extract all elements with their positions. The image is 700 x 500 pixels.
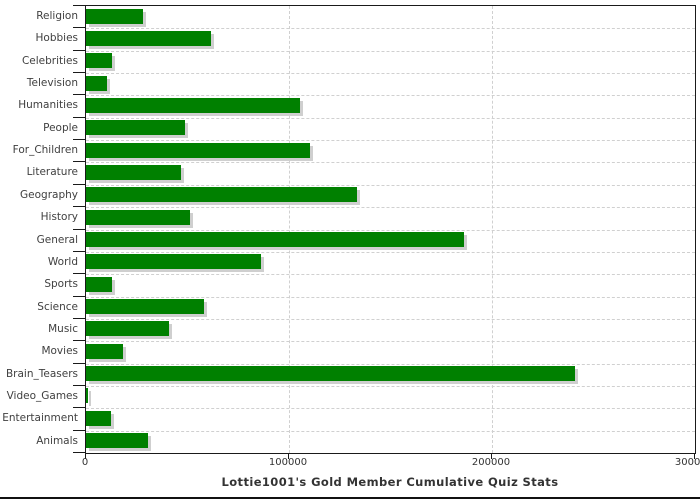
y-tick-mark (73, 273, 85, 275)
bar-music (86, 321, 170, 337)
horizontal-gridline (86, 28, 695, 30)
plot-inner (86, 6, 695, 453)
y-tick-mark (73, 317, 85, 319)
category-label: Humanities (18, 99, 78, 112)
category-label: Celebrities (21, 54, 78, 67)
y-tick-mark (73, 452, 85, 453)
y-tick-mark (73, 27, 85, 29)
horizontal-gridline (86, 341, 695, 343)
category-label: Geography (20, 188, 78, 201)
horizontal-gridline (86, 274, 695, 276)
y-tick-mark (73, 384, 85, 386)
horizontal-gridline (86, 385, 695, 387)
horizontal-gridline (86, 50, 695, 52)
category-label: World (47, 255, 78, 268)
y-tick-mark (73, 72, 85, 74)
horizontal-gridline (86, 229, 695, 231)
category-label: History (40, 211, 78, 224)
y-tick-mark (73, 161, 85, 163)
category-label: General (36, 233, 78, 246)
y-tick-mark (73, 250, 85, 252)
bar-literature (86, 164, 181, 180)
bar-world (86, 254, 261, 270)
horizontal-gridline (86, 117, 695, 119)
y-tick-mark (73, 183, 85, 185)
bar-religion (86, 8, 144, 24)
y-tick-mark (73, 5, 85, 6)
y-tick-mark (73, 429, 85, 431)
category-label: For_Children (12, 144, 78, 157)
bar-animals (86, 433, 149, 449)
category-label: Brain_Teasers (5, 367, 78, 380)
y-tick-mark (73, 94, 85, 96)
bar-humanities (86, 97, 301, 113)
horizontal-gridline (86, 95, 695, 97)
bar-science (86, 299, 205, 315)
horizontal-gridline (86, 318, 695, 320)
x-tick-mark (491, 454, 492, 459)
category-label: Animals (36, 434, 78, 447)
horizontal-gridline (86, 162, 695, 164)
y-tick-mark (73, 116, 85, 118)
x-tick-mark (85, 454, 86, 459)
horizontal-gridline (86, 430, 695, 432)
bar-celebrities (86, 53, 112, 69)
category-label: Video_Games (6, 389, 78, 402)
y-tick-mark (73, 362, 85, 364)
x-tick-mark (288, 454, 289, 459)
horizontal-gridline (86, 296, 695, 298)
y-tick-mark (73, 139, 85, 141)
bar-television (86, 75, 107, 91)
x-tick-label: 100000 (268, 457, 308, 468)
category-label: People (43, 121, 78, 134)
y-tick-mark (73, 228, 85, 230)
y-tick-mark (73, 295, 85, 297)
category-label: Sports (44, 278, 78, 291)
bar-sports (86, 276, 112, 292)
x-tick-mark (694, 454, 695, 459)
plot-area (85, 5, 696, 454)
category-label: Religion (36, 10, 78, 22)
bar-brain_teasers (86, 366, 576, 382)
chart-title: Lottie1001's Gold Member Cumulative Quiz… (221, 475, 559, 489)
window-bottom-frame (0, 497, 700, 499)
y-tick-mark (73, 340, 85, 342)
horizontal-gridline (86, 251, 695, 253)
bar-video_games (86, 388, 89, 404)
category-label: Music (48, 322, 78, 335)
bar-for_children (86, 142, 310, 158)
category-label: Science (37, 300, 78, 313)
x-tick-label: 0 (81, 457, 89, 468)
horizontal-gridline (86, 408, 695, 410)
bar-general (86, 232, 465, 247)
horizontal-gridline (86, 363, 695, 365)
bar-geography (86, 187, 357, 203)
bar-entertainment (86, 410, 111, 426)
category-label: Literature (26, 166, 78, 179)
horizontal-gridline (86, 184, 695, 186)
bar-movies (86, 343, 123, 359)
category-label: Television (26, 77, 78, 90)
horizontal-gridline (86, 140, 695, 142)
x-tick-label: 300000 (674, 457, 700, 468)
y-tick-mark (73, 49, 85, 51)
bar-history (86, 209, 190, 225)
category-label: Entertainment (2, 412, 78, 425)
x-tick-label: 200000 (471, 457, 511, 468)
bar-hobbies (86, 30, 212, 46)
horizontal-gridline (86, 207, 695, 209)
bar-people (86, 120, 186, 136)
y-tick-mark (73, 206, 85, 208)
category-label: Hobbies (35, 32, 79, 45)
y-tick-mark (73, 407, 85, 409)
horizontal-gridline (86, 73, 695, 75)
category-label: Movies (41, 345, 78, 358)
